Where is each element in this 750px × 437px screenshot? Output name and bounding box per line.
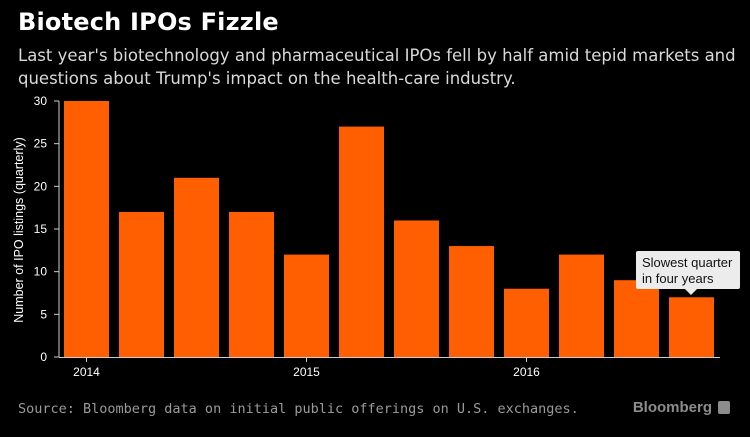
source-note: Source: Bloomberg data on initial public… bbox=[18, 401, 579, 417]
chart-title: Biotech IPOs Fizzle bbox=[18, 8, 279, 36]
x-tick-label-2015: 2015 bbox=[293, 365, 320, 379]
y-tick-label: 30 bbox=[34, 94, 48, 108]
annotation-line-1: Slowest quarter bbox=[642, 255, 733, 270]
bars-group bbox=[64, 101, 714, 357]
bar-2014-q3 bbox=[174, 177, 219, 357]
annotation-line-2: in four years bbox=[642, 271, 714, 286]
y-tick-label: 20 bbox=[34, 179, 48, 193]
x-tick-label-2014: 2014 bbox=[73, 365, 100, 379]
annotation-callout: Slowest quarter in four years bbox=[636, 251, 740, 295]
bloomberg-logo: Bloomberg bbox=[632, 399, 712, 416]
y-tick-label: 15 bbox=[34, 222, 48, 236]
y-tick-label: 25 bbox=[34, 137, 48, 151]
bar-2014-q4 bbox=[229, 211, 274, 357]
y-tick-label: 0 bbox=[40, 350, 47, 364]
bar-2016-q4 bbox=[669, 297, 714, 357]
bar-2015-q4 bbox=[449, 246, 494, 357]
y-axis: 0 5 10 15 20 25 30 bbox=[34, 94, 60, 364]
bloomberg-square-icon bbox=[718, 401, 730, 414]
bar-2015-q1 bbox=[284, 254, 329, 357]
bar-2016-q1 bbox=[504, 288, 549, 357]
x-axis: 2014 2015 2016 bbox=[59, 357, 720, 379]
bar-2016-q2 bbox=[559, 254, 604, 357]
bar-2015-q3 bbox=[394, 220, 439, 357]
bar-2016-q3 bbox=[614, 280, 659, 357]
y-tick-label: 5 bbox=[40, 307, 47, 321]
bar-2015-q2 bbox=[339, 126, 384, 357]
bar-2014-q1 bbox=[64, 101, 109, 357]
y-tick-label: 10 bbox=[34, 265, 48, 279]
bar-2014-q2 bbox=[119, 211, 164, 357]
chart-subtitle: Last year's biotechnology and pharmaceut… bbox=[18, 46, 736, 88]
x-tick-label-2016: 2016 bbox=[513, 365, 540, 379]
y-axis-label: Number of IPO listings (quarterly) bbox=[12, 137, 26, 322]
